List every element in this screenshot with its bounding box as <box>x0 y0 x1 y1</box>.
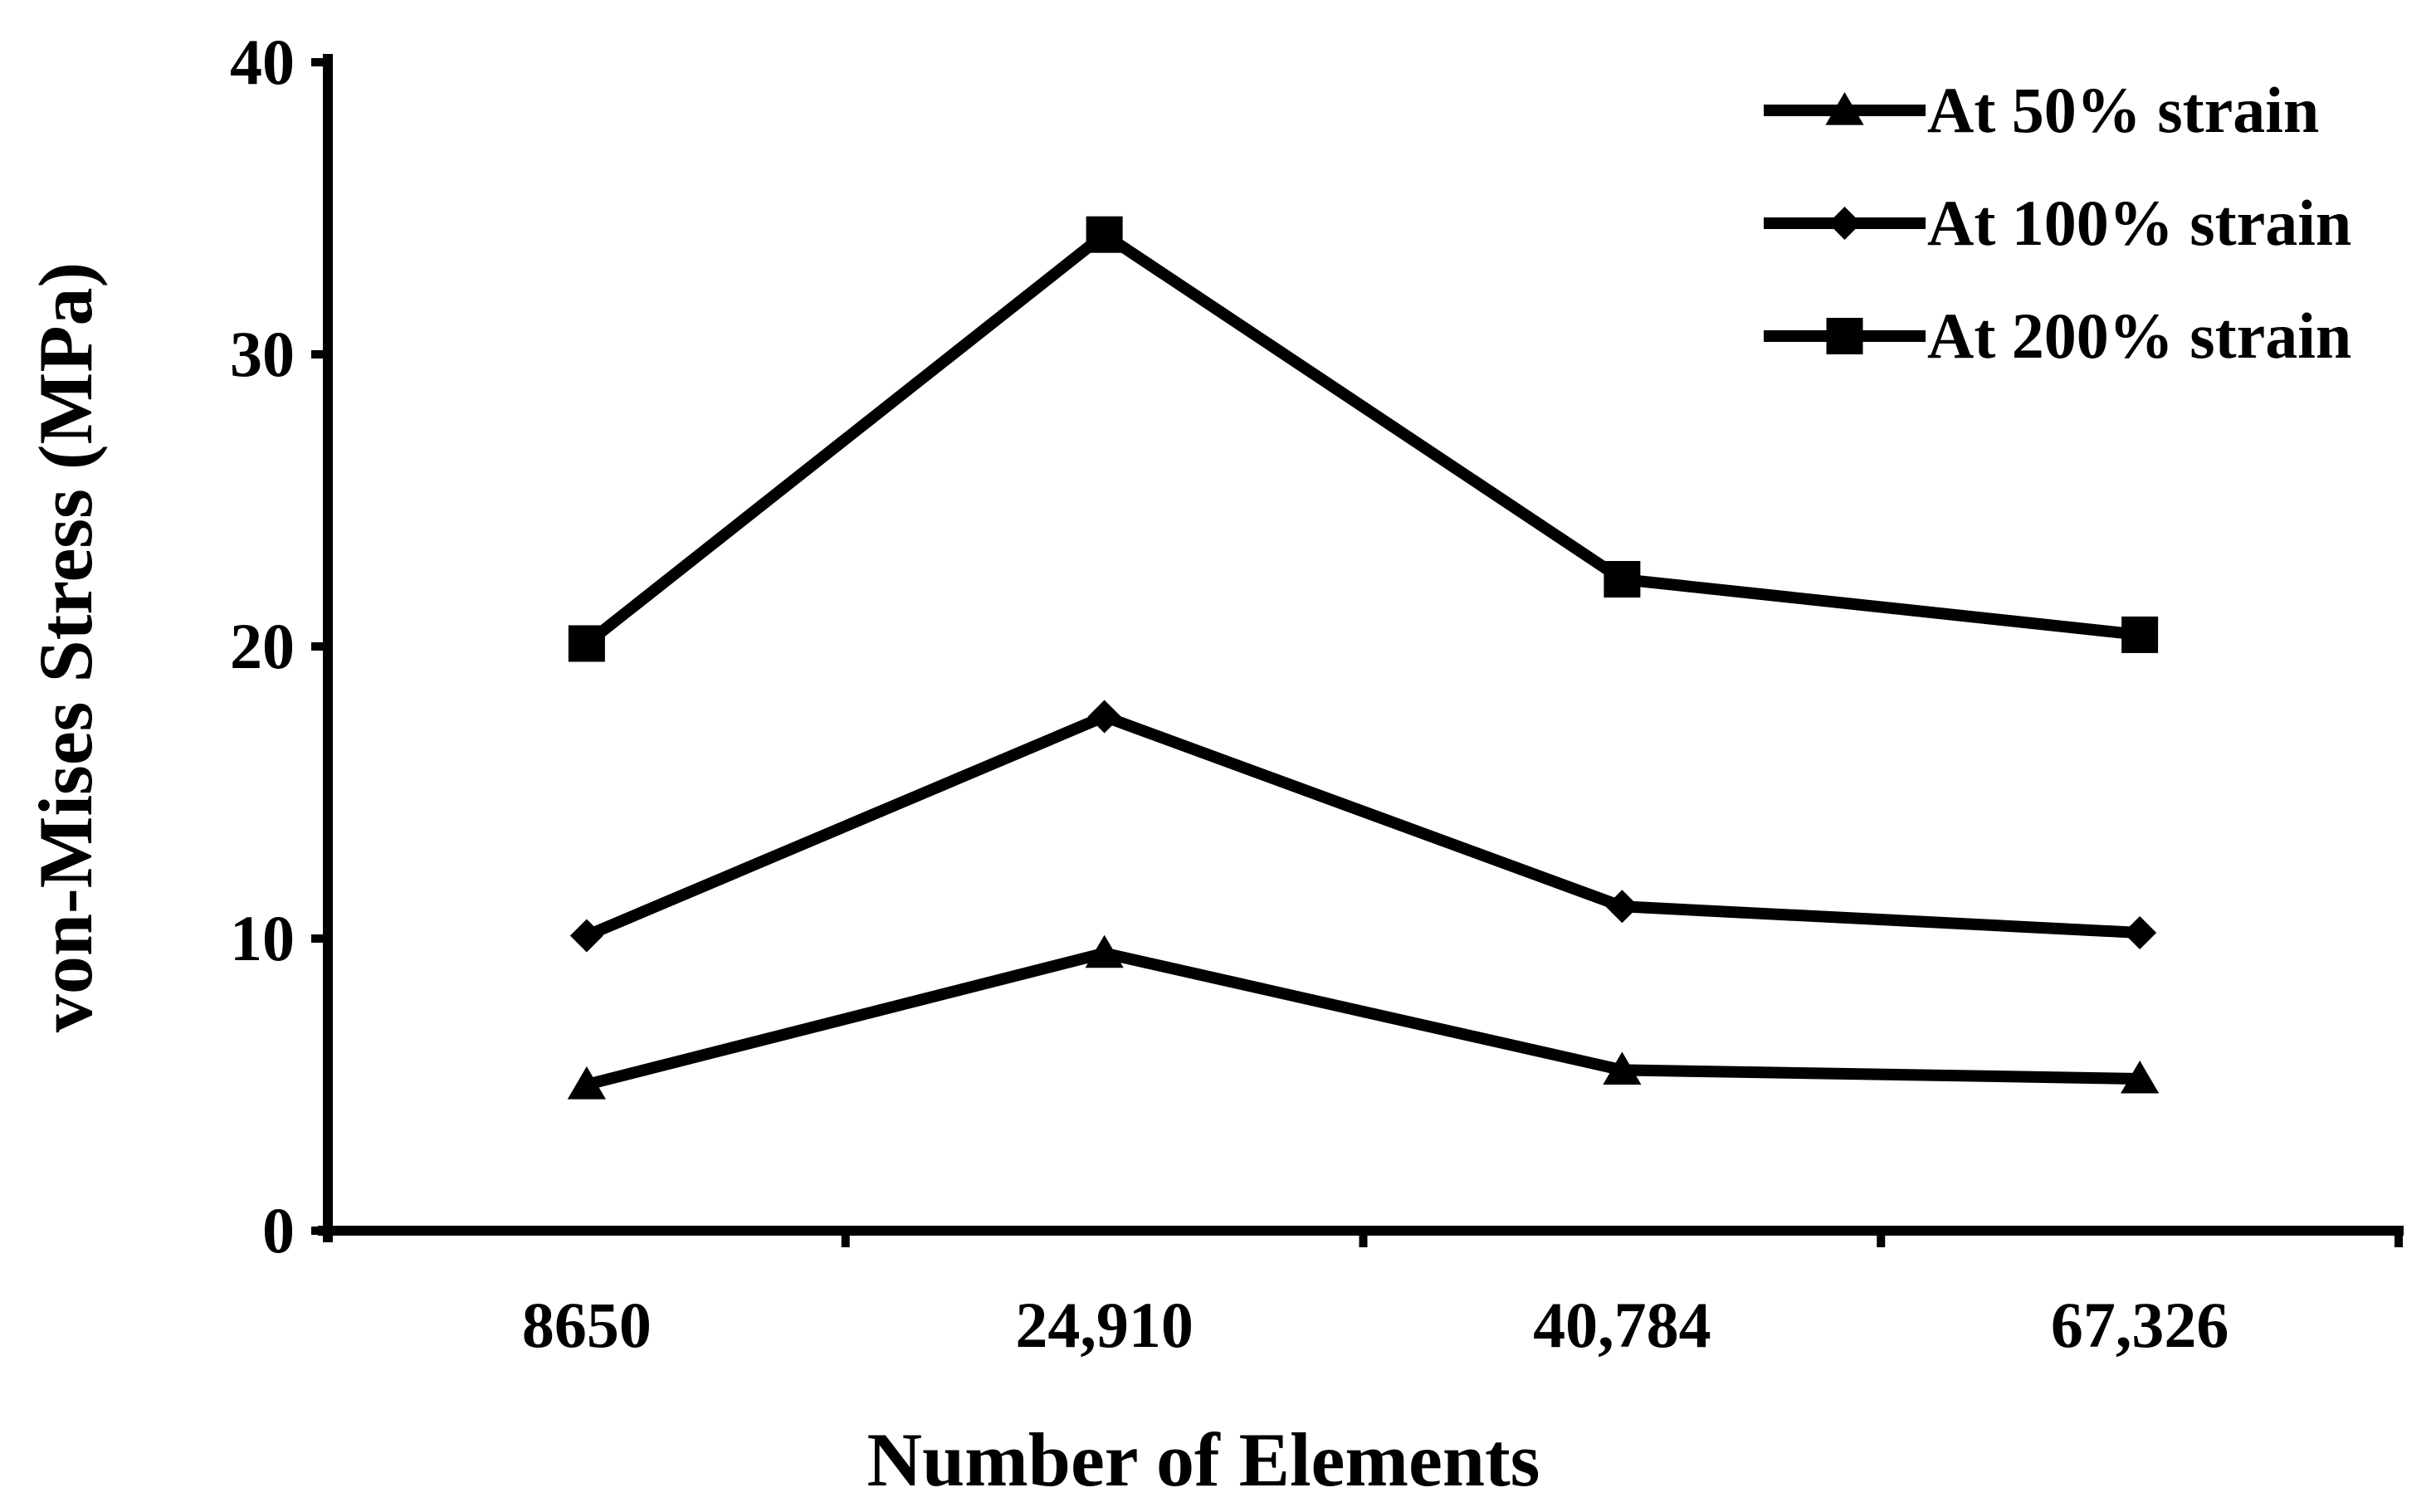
series-1 <box>567 934 2160 1100</box>
data-point <box>1087 700 1121 734</box>
series-line <box>585 947 2141 1090</box>
data-point <box>2121 1060 2160 1094</box>
data-point <box>1086 216 1123 253</box>
legend-entry: At 100% strain <box>1764 187 2351 259</box>
x-axis-ticks: 8650 24,910 40,784 67,326 <box>522 1231 2403 1361</box>
data-point <box>1604 561 1641 598</box>
y-tick-label: 10 <box>230 902 295 974</box>
y-tick-label: 40 <box>230 26 295 98</box>
legend-label: At 50% strain <box>1927 74 2319 146</box>
legend-marker <box>1826 318 1863 354</box>
data-point <box>568 625 605 662</box>
x-tick-label: 67,326 <box>2051 1289 2229 1361</box>
y-tick-label: 20 <box>230 610 295 682</box>
y-axis-title: von-Mises Stress (MPa) <box>23 262 108 1032</box>
legend-label: At 100% strain <box>1927 187 2351 259</box>
x-tick-label: 24,910 <box>1015 1289 1194 1361</box>
x-tick-label: 40,784 <box>1533 1289 1711 1361</box>
data-point <box>2121 616 2159 653</box>
legend-entry: At 50% strain <box>1764 74 2319 146</box>
data-point <box>1605 890 1639 924</box>
y-axis-ticks: 0 10 20 30 40 <box>230 26 328 1266</box>
legend-label: At 200% strain <box>1927 300 2351 372</box>
series-2 <box>569 700 2157 953</box>
data-point <box>1603 1051 1642 1085</box>
series-3 <box>568 216 2159 662</box>
series-line <box>583 228 2141 648</box>
data-point <box>569 919 603 953</box>
legend-marker <box>1828 207 1862 240</box>
y-tick-label: 0 <box>262 1194 295 1266</box>
data-point <box>567 1066 606 1100</box>
series-line <box>584 710 2141 941</box>
series-layer <box>567 216 2160 1100</box>
x-tick-label: 8650 <box>522 1289 652 1361</box>
legend-marker <box>1825 92 1864 125</box>
x-axis-title: Number of Elements <box>867 1417 1540 1502</box>
y-tick-label: 30 <box>230 318 295 390</box>
legend-entry: At 200% strain <box>1764 300 2351 372</box>
legend: At 50% strain At 100% strain At 200% strai… <box>1764 74 2351 372</box>
data-point <box>1085 934 1124 968</box>
data-point <box>2123 915 2157 949</box>
